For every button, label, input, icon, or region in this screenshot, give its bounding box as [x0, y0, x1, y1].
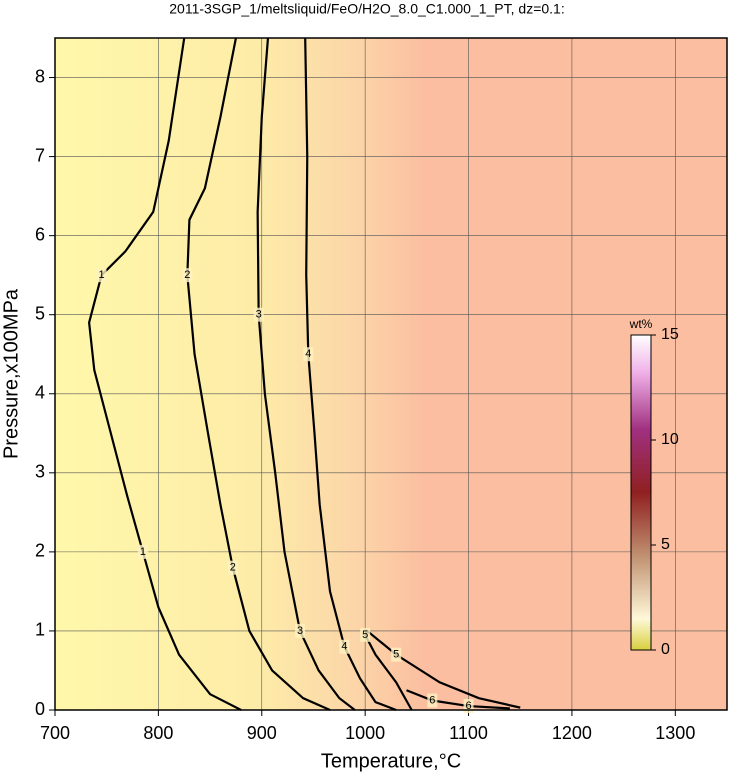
- colorbar-tick-label: 10: [661, 431, 679, 448]
- contour-line: [406, 689, 510, 710]
- contour-line: [304, 37, 397, 712]
- contour-label: 5: [362, 629, 368, 641]
- contour-label-bg: [303, 347, 314, 362]
- y-tick-label: 0: [35, 699, 45, 719]
- y-axis-label: Pressure,x100MPa: [0, 288, 22, 459]
- contour-label: 4: [305, 348, 311, 360]
- contour-label: 2: [184, 269, 190, 281]
- colorbar-label: wt%: [629, 317, 653, 331]
- plot-frame: [54, 37, 728, 711]
- y-tick-label: 7: [35, 145, 45, 165]
- contour-label-bg: [227, 560, 238, 575]
- y-tick-label: 6: [35, 224, 45, 244]
- contour-label: 5: [393, 649, 399, 661]
- contour-line: [88, 37, 242, 711]
- colorbar-tick-label: 5: [661, 536, 670, 553]
- colorbar-tick-label: 0: [661, 641, 670, 658]
- x-tick-label: 800: [143, 723, 173, 743]
- y-tick-label: 5: [35, 303, 45, 323]
- contour-label: 3: [297, 625, 303, 637]
- contour-label: 1: [140, 546, 146, 558]
- contour-label-bg: [391, 647, 402, 662]
- contour-label-bg: [137, 544, 148, 559]
- contour-line: [256, 37, 356, 711]
- y-tick-label: 8: [35, 66, 45, 86]
- contour-label: 6: [429, 694, 435, 706]
- x-tick-label: 700: [40, 723, 70, 743]
- plot-background: [55, 38, 727, 710]
- contour-label: 3: [256, 309, 262, 321]
- contour-label-bg: [295, 623, 306, 638]
- contour-label-bg: [339, 639, 350, 654]
- x-tick-label: 1100: [449, 723, 488, 743]
- x-tick-label: 1200: [552, 723, 592, 743]
- x-axis-label: Temperature,°C: [321, 750, 461, 772]
- colorbar: [630, 334, 652, 651]
- contour-line: [186, 37, 331, 712]
- contour-label: 6: [465, 700, 471, 712]
- contour-label-bg: [96, 268, 107, 283]
- y-tick-label: 1: [35, 620, 45, 640]
- x-tick-label: 900: [247, 723, 277, 743]
- chart-title: 2011-3SGP_1/meltsliquid/FeO/H2O_8.0_C1.0…: [169, 1, 564, 17]
- contour-label: 4: [341, 641, 347, 653]
- contour-label-bg: [427, 693, 438, 708]
- colorbar-tick-label: 15: [661, 326, 679, 343]
- contour-label: 1: [98, 269, 104, 281]
- contour-label-bg: [253, 307, 264, 322]
- y-tick-label: 4: [35, 383, 45, 403]
- x-tick-label: 1300: [655, 723, 695, 743]
- y-tick-label: 2: [35, 541, 45, 561]
- y-tick-label: 3: [35, 462, 45, 482]
- contour-label-bg: [463, 699, 474, 714]
- contour-label: 2: [230, 562, 236, 574]
- contour-label-bg: [360, 627, 371, 642]
- x-tick-label: 1000: [345, 723, 385, 743]
- contour-label-bg: [182, 268, 193, 283]
